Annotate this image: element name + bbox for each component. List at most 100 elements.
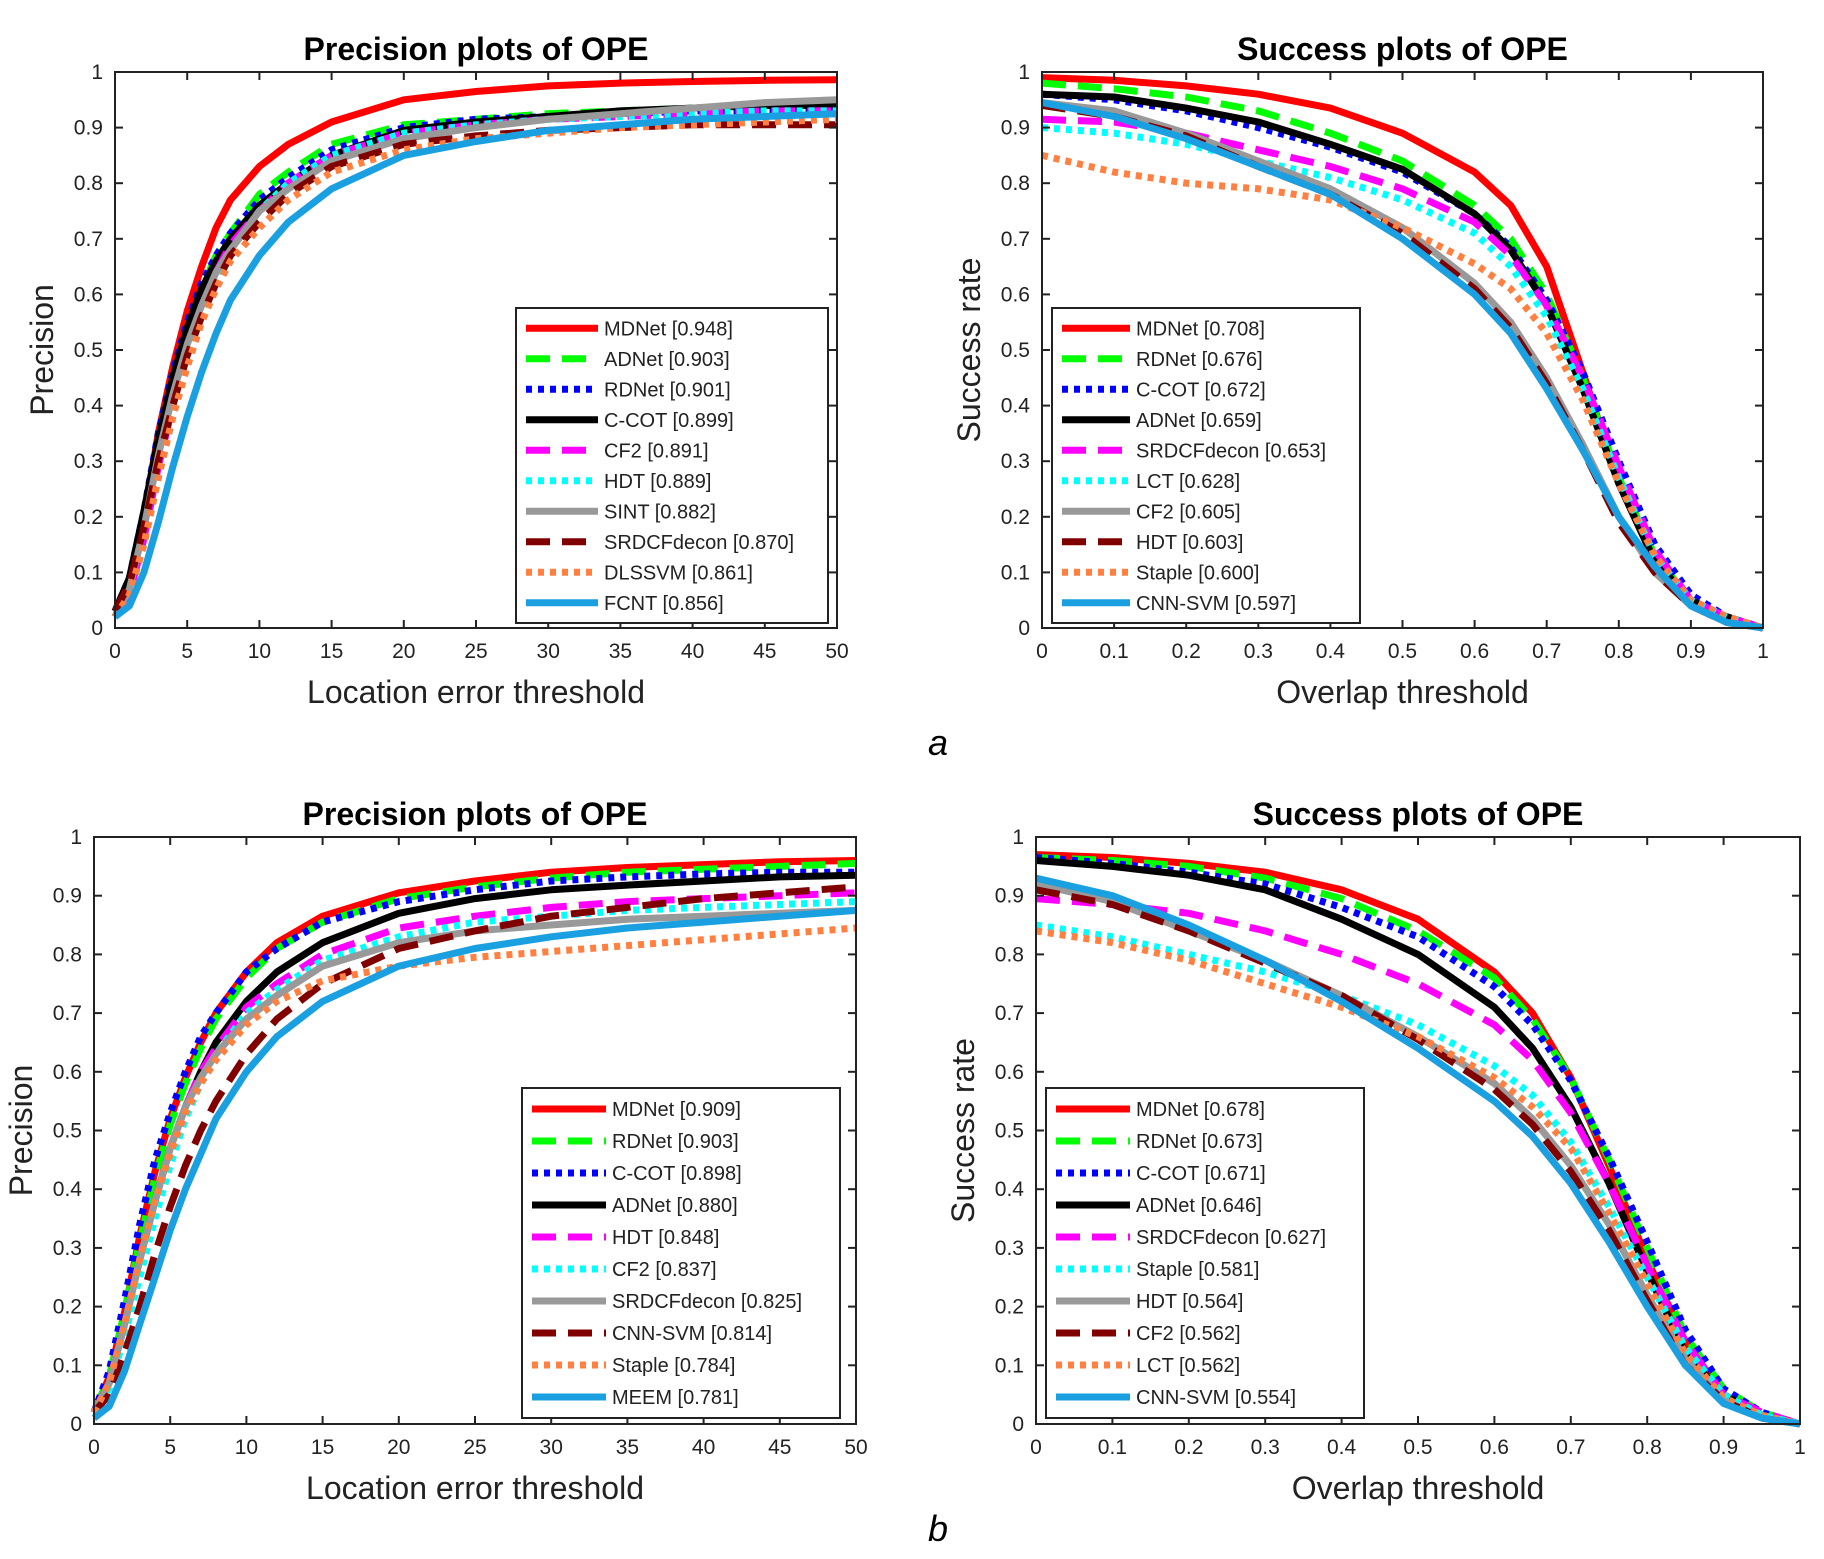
x-tick-label: 0.9 bbox=[1676, 640, 1705, 663]
legend-label-5: LCT [0.628] bbox=[1136, 471, 1240, 493]
x-tick-label: 45 bbox=[753, 640, 776, 663]
series-line-2 bbox=[90, 868, 856, 1414]
y-tick-label: 1 bbox=[91, 61, 103, 84]
x-tick-label: 1 bbox=[1794, 1436, 1806, 1459]
y-tick-label: 0.3 bbox=[995, 1237, 1024, 1260]
y-tick-label: 0.3 bbox=[1001, 450, 1030, 473]
legend-label-5: CF2 [0.837] bbox=[612, 1259, 717, 1281]
chart-panel-b-success: 0 0.1 0.2 0.3 0.4 0.5 0.6 0.7 0.8 0.9 1 0 0.1 0.2 0.3 0… bbox=[945, 796, 1806, 1506]
legend-label-6: HDT [0.564] bbox=[1136, 1291, 1243, 1313]
legend-label-7: SRDCFdecon [0.870] bbox=[604, 532, 794, 554]
series-line-2 bbox=[1041, 90, 1765, 632]
series-line-9 bbox=[91, 906, 857, 1421]
y-tick-label: 0.8 bbox=[53, 943, 82, 966]
x-tick-label: 15 bbox=[311, 1436, 334, 1459]
series-line-9 bbox=[1041, 99, 1764, 632]
legend-label-7: CF2 [0.562] bbox=[1136, 1323, 1241, 1345]
series-line-7 bbox=[91, 883, 857, 1415]
y-tick-label: 0.9 bbox=[74, 117, 103, 140]
x-axis-label: Overlap threshold bbox=[1292, 1470, 1545, 1506]
legend-label-1: RDNet [0.903] bbox=[612, 1131, 739, 1153]
y-tick-label: 0.6 bbox=[995, 1061, 1024, 1084]
y-tick-label: 0.5 bbox=[1001, 339, 1030, 362]
x-tick-label: 30 bbox=[537, 640, 560, 663]
x-tick-label: 0.4 bbox=[1327, 1436, 1357, 1459]
legend-label-7: CNN-SVM [0.814] bbox=[612, 1323, 772, 1345]
y-tick-label: 0.5 bbox=[53, 1120, 82, 1143]
x-tick-label: 25 bbox=[464, 640, 487, 663]
y-tick-label: 0.6 bbox=[53, 1061, 82, 1084]
legend-label-1: RDNet [0.676] bbox=[1136, 349, 1263, 371]
legend-label-3: ADNet [0.646] bbox=[1136, 1195, 1262, 1217]
x-tick-label: 0.1 bbox=[1099, 640, 1128, 663]
chart-title: Success plots of OPE bbox=[1237, 31, 1568, 67]
series-line-8 bbox=[90, 924, 857, 1414]
x-tick-label: 0.2 bbox=[1174, 1436, 1203, 1459]
chart-panel-a-precision: 0 5 10 15 20 25 30 35 40 45 50 0 0.1 0.2 0.3 0.4 0.5 0.6 0… bbox=[24, 31, 849, 710]
legend-label-2: C-COT [0.671] bbox=[1136, 1163, 1266, 1185]
legend-label-3: C-COT [0.899] bbox=[604, 410, 734, 432]
x-tick-label: 25 bbox=[463, 1436, 486, 1459]
x-tick-label: 0.1 bbox=[1098, 1436, 1127, 1459]
x-axis-label: Location error threshold bbox=[306, 1470, 644, 1506]
chart-title: Success plots of OPE bbox=[1253, 796, 1584, 832]
x-tick-label: 0.7 bbox=[1556, 1436, 1585, 1459]
y-tick-label: 0.7 bbox=[74, 228, 103, 251]
chart-panel-a-success: 0 0.1 0.2 0.3 0.4 0.5 0.6 0.7 0.8 0.9 1 0 0.1 0.2 0.3 0… bbox=[951, 31, 1769, 710]
legend-label-6: SRDCFdecon [0.825] bbox=[612, 1291, 802, 1313]
legend-label-2: RDNet [0.901] bbox=[604, 379, 731, 401]
legend-label-5: HDT [0.889] bbox=[604, 471, 711, 493]
legend-label-2: C-COT [0.672] bbox=[1136, 379, 1266, 401]
x-tick-label: 0 bbox=[1030, 1436, 1042, 1459]
legend-label-1: ADNet [0.903] bbox=[604, 349, 730, 371]
x-tick-label: 0 bbox=[1036, 640, 1048, 663]
legend-label-0: MDNet [0.948] bbox=[604, 318, 733, 340]
legend-label-8: Staple [0.784] bbox=[612, 1355, 735, 1377]
legend-label-6: SINT [0.882] bbox=[604, 501, 716, 523]
series-line-1 bbox=[1041, 79, 1765, 632]
x-tick-label: 20 bbox=[392, 640, 415, 663]
y-tick-label: 0 bbox=[70, 1413, 82, 1436]
y-tick-label: 0.2 bbox=[53, 1296, 82, 1319]
legend-label-3: ADNet [0.880] bbox=[612, 1195, 738, 1217]
legend-label-4: CF2 [0.891] bbox=[604, 440, 709, 462]
series-line-9 bbox=[1035, 874, 1801, 1428]
legend-label-0: MDNet [0.708] bbox=[1136, 318, 1265, 340]
y-tick-label: 0.9 bbox=[53, 885, 82, 908]
legend-label-8: Staple [0.600] bbox=[1136, 562, 1259, 584]
legend-label-9: MEEM [0.781] bbox=[612, 1387, 739, 1409]
series-line-9 bbox=[112, 110, 838, 620]
y-tick-label: 0.7 bbox=[53, 1002, 82, 1025]
legend-label-4: SRDCFdecon [0.627] bbox=[1136, 1227, 1326, 1249]
legend-label-8: LCT [0.562] bbox=[1136, 1355, 1240, 1377]
x-tick-label: 0.9 bbox=[1709, 1436, 1738, 1459]
y-tick-label: 0.4 bbox=[53, 1178, 83, 1201]
y-tick-label: 1 bbox=[1018, 61, 1030, 84]
x-tick-label: 0.6 bbox=[1480, 1436, 1509, 1459]
series-line-4 bbox=[1041, 115, 1765, 632]
legend: MDNet [0.708] RDNet [0.676] C-COT [0.672] A… bbox=[1051, 307, 1361, 624]
y-tick-label: 0.7 bbox=[995, 1002, 1024, 1025]
legend-label-1: RDNet [0.673] bbox=[1136, 1131, 1263, 1153]
y-tick-label: 0.2 bbox=[74, 506, 103, 529]
y-tick-label: 0.3 bbox=[74, 450, 103, 473]
y-tick-label: 0 bbox=[1018, 617, 1030, 640]
legend: MDNet [0.909] RDNet [0.903] C-COT [0.898] A… bbox=[521, 1087, 841, 1419]
y-tick-label: 0.1 bbox=[995, 1354, 1024, 1377]
legend-label-4: HDT [0.848] bbox=[612, 1227, 719, 1249]
legend-label-4: SRDCFdecon [0.653] bbox=[1136, 440, 1326, 462]
legend-label-7: HDT [0.603] bbox=[1136, 532, 1243, 554]
x-tick-label: 0.6 bbox=[1460, 640, 1489, 663]
series-line-5 bbox=[1035, 921, 1801, 1428]
x-tick-label: 35 bbox=[616, 1436, 639, 1459]
y-tick-label: 0.8 bbox=[74, 172, 103, 195]
x-tick-label: 45 bbox=[768, 1436, 791, 1459]
legend-label-0: MDNet [0.678] bbox=[1136, 1099, 1265, 1121]
x-tick-label: 0.2 bbox=[1172, 640, 1201, 663]
legend-label-2: C-COT [0.898] bbox=[612, 1163, 742, 1185]
y-tick-label: 0.9 bbox=[995, 885, 1024, 908]
x-tick-label: 40 bbox=[692, 1436, 715, 1459]
legend-label-5: Staple [0.581] bbox=[1136, 1259, 1259, 1281]
